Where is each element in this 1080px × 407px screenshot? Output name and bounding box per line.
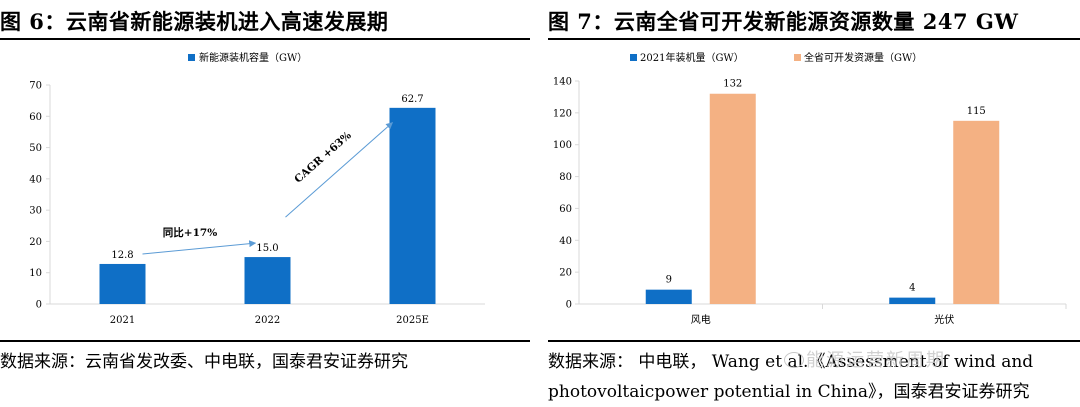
growth-arrow-yoy (142, 240, 257, 255)
y-tick-label: 140 (553, 77, 572, 88)
y-tick-label: 30 (29, 206, 42, 217)
figure-6-title: 图 6：云南省新能源装机进入高速发展期 (0, 9, 389, 34)
y-tick-label: 60 (559, 204, 572, 215)
y-tick-label: 120 (553, 108, 572, 119)
figure-7-top-rule (548, 38, 1080, 40)
legend-label-installed: 新能源装机容量（GW） (199, 51, 307, 64)
figure-7-bottom-rule (548, 340, 1080, 342)
watermark-text: 能源运营新周期 (806, 350, 946, 371)
data-label-2022: 15.0 (256, 243, 278, 254)
figure-7-chart: 2021年装机量（GW） 全省可开发资源量（GW） 0 20 40 60 80 100 120 1… (553, 51, 1067, 326)
y-tick-label: 60 (29, 112, 42, 123)
legend-label-resource: 全省可开发资源量（GW） (804, 51, 922, 64)
annotation-yoy: 同比+17% (163, 226, 217, 239)
wechat-icon (784, 352, 804, 368)
y-tick-label: 40 (559, 236, 572, 247)
legend-label-installed-2021: 2021年装机量（GW） (640, 51, 744, 64)
bar-resource-光伏 (953, 120, 1000, 304)
legend-swatch-installed (188, 54, 195, 61)
figure-6-top-rule (0, 38, 530, 40)
figure-6-source-text: 数据来源：云南省发改委、中电联，国泰君安证券研究 (0, 352, 408, 372)
x-tick-label-光伏: 光伏 (934, 313, 954, 326)
x-tick-label-风电: 风电 (691, 313, 711, 326)
figure-6-chart: 新能源装机容量（GW） 0 10 20 30 40 50 60 70 12.8 2021 15.0 20… (29, 51, 485, 326)
bar-installed-2025E (389, 107, 436, 305)
y-tick-label: 80 (559, 172, 572, 183)
bar-installed-2021-风电 (645, 289, 692, 304)
annotation-cagr: CAGR +63% (292, 129, 353, 185)
figure-6-panel: 图 6：云南省新能源装机进入高速发展期 新能源装机容量（GW） 0 10 20 30 40… (0, 0, 530, 407)
y-tick-label: 20 (559, 268, 572, 279)
figure-6-source: 数据来源：云南省发改委、中电联，国泰君安证券研究 (0, 347, 408, 377)
y-tick-label: 40 (29, 174, 42, 185)
data-label-installed-2021-风电: 9 (666, 275, 672, 286)
y-tick-label: 0 (566, 300, 572, 311)
data-label-resource-光伏: 115 (967, 106, 986, 117)
y-tick-label: 10 (29, 268, 42, 279)
y-tick-label: 70 (29, 81, 42, 92)
growth-arrow-cagr (285, 122, 394, 218)
data-label-2025E: 62.7 (401, 94, 423, 105)
legend-swatch-installed-2021 (630, 54, 637, 61)
x-tick-label-2025E: 2025E (396, 315, 429, 326)
bar-installed-2021 (99, 263, 146, 304)
figure-7-panel: 图 7：云南全省可开发新能源资源数量 247 GW 2021年装机量（GW） 全省… (548, 0, 1080, 407)
x-tick-label-2021: 2021 (110, 315, 135, 326)
y-tick-label: 0 (36, 300, 42, 311)
bar-resource-风电 (709, 93, 756, 304)
y-tick-label: 20 (29, 237, 42, 248)
legend-swatch-resource (794, 54, 801, 61)
figure-7-title: 图 7：云南全省可开发新能源资源数量 247 GW (548, 9, 1019, 34)
bar-installed-2022 (244, 257, 291, 304)
data-label-2021: 12.8 (111, 250, 133, 261)
figure-7-source-line2: photovoltaicpower potential in China》，国泰… (548, 382, 1030, 402)
bar-installed-2021-光伏 (889, 297, 936, 304)
data-label-resource-风电: 132 (723, 79, 742, 90)
data-label-installed-2021-光伏: 4 (909, 283, 915, 294)
figure-6-bottom-rule (0, 340, 530, 342)
y-tick-label: 50 (29, 143, 42, 154)
x-tick-label-2022: 2022 (255, 315, 280, 326)
y-tick-label: 100 (553, 140, 572, 151)
